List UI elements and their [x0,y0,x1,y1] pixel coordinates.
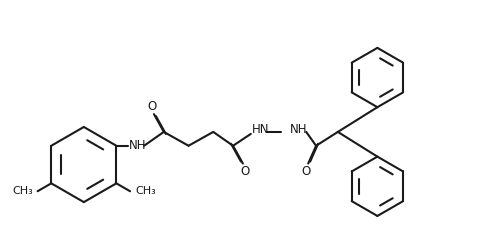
Text: CH₃: CH₃ [135,186,156,196]
Text: NH: NH [289,124,306,136]
Text: HN: HN [251,124,269,136]
Text: CH₃: CH₃ [12,186,33,196]
Text: NH: NH [128,139,145,152]
Text: O: O [147,100,156,113]
Text: O: O [240,165,249,178]
Text: O: O [301,165,310,178]
